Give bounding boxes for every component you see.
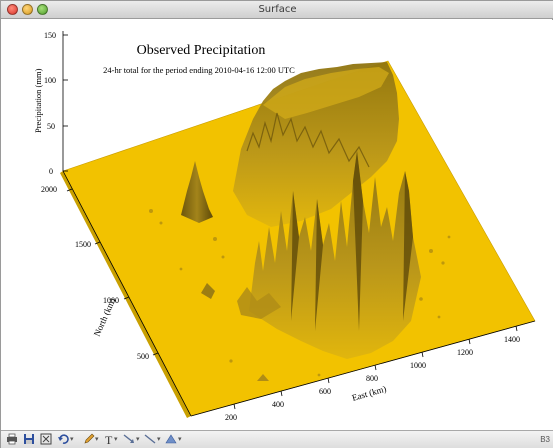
x-tick-1000: 1000 xyxy=(410,361,426,370)
x-tick-800: 800 xyxy=(366,374,378,383)
polygon-tool-icon[interactable] xyxy=(165,433,177,447)
z-axis-label: Precipitation (mm) xyxy=(33,68,43,133)
title-bar[interactable]: Surface xyxy=(1,1,553,19)
arrow-dropdown-arrow[interactable]: ▾ xyxy=(136,436,140,444)
front-mounds xyxy=(237,287,281,319)
y-axis-label: North (km) xyxy=(92,297,118,338)
plot-subtitle: 24-hr total for the period ending 2010-0… xyxy=(103,65,295,75)
left-peak xyxy=(181,161,213,223)
undo-dropdown-arrow[interactable]: ▾ xyxy=(70,436,74,444)
polygon-dropdown-arrow[interactable]: ▾ xyxy=(178,436,182,444)
z-axis-ticks xyxy=(63,34,68,172)
close-window-button[interactable] xyxy=(7,4,18,15)
z-tick-0: 0 xyxy=(49,167,53,176)
y-tick-2000: 2000 xyxy=(41,185,57,194)
x-axis-label: East (km) xyxy=(351,384,388,403)
z-tick-100: 100 xyxy=(44,76,56,85)
x-tick-1400: 1400 xyxy=(504,335,520,344)
pencil-icon[interactable] xyxy=(83,433,95,447)
x-tick-400: 400 xyxy=(272,400,284,409)
minimize-window-button[interactable] xyxy=(22,4,33,15)
x-tick-600: 600 xyxy=(319,387,331,396)
undo-icon[interactable] xyxy=(57,433,69,447)
x-tick-200: 200 xyxy=(225,413,237,422)
surface-speckles xyxy=(149,209,451,377)
x-axis-line xyxy=(190,320,536,417)
x-tick-1200: 1200 xyxy=(457,348,473,357)
line-dropdown-arrow[interactable]: ▾ xyxy=(157,436,161,444)
small-mound xyxy=(201,283,215,299)
save-icon[interactable] xyxy=(23,433,35,447)
status-text: B3 xyxy=(540,435,550,444)
line-tool-icon[interactable] xyxy=(144,433,156,447)
pencil-dropdown-arrow[interactable]: ▾ xyxy=(95,436,99,444)
surface-plot: 0 50 100 150 Precipitation (mm) 2000 150… xyxy=(33,31,536,422)
z-tick-150: 150 xyxy=(44,31,56,40)
print-icon[interactable] xyxy=(6,433,18,447)
plot-canvas[interactable]: 0 50 100 150 Precipitation (mm) 2000 150… xyxy=(1,20,553,430)
x-axis-ticks xyxy=(233,325,518,410)
y-axis-ticks xyxy=(66,188,159,356)
ridge-highlight xyxy=(263,67,389,119)
zoom-window-button[interactable] xyxy=(37,4,48,15)
y-axis-line xyxy=(62,170,192,417)
text-tool[interactable]: T xyxy=(105,433,113,447)
z-tick-50: 50 xyxy=(47,122,55,131)
fit-window-icon[interactable] xyxy=(40,433,52,447)
y-tick-500: 500 xyxy=(137,352,149,361)
arrow-tool-icon[interactable] xyxy=(123,433,135,447)
y-tick-1500: 1500 xyxy=(75,240,91,249)
bottom-toolbar: ▾ ▾ T ▾ ▾ ▾ ▾ B3 xyxy=(1,430,553,448)
text-dropdown-arrow[interactable]: ▾ xyxy=(114,436,118,444)
window-title: Surface xyxy=(258,4,297,15)
tiny-mound xyxy=(257,374,269,381)
surface-edge xyxy=(60,171,191,418)
ridge-texture xyxy=(246,112,370,168)
plot-title: Observed Precipitation xyxy=(137,43,266,58)
y-tick-1000: 1000 xyxy=(103,296,119,305)
